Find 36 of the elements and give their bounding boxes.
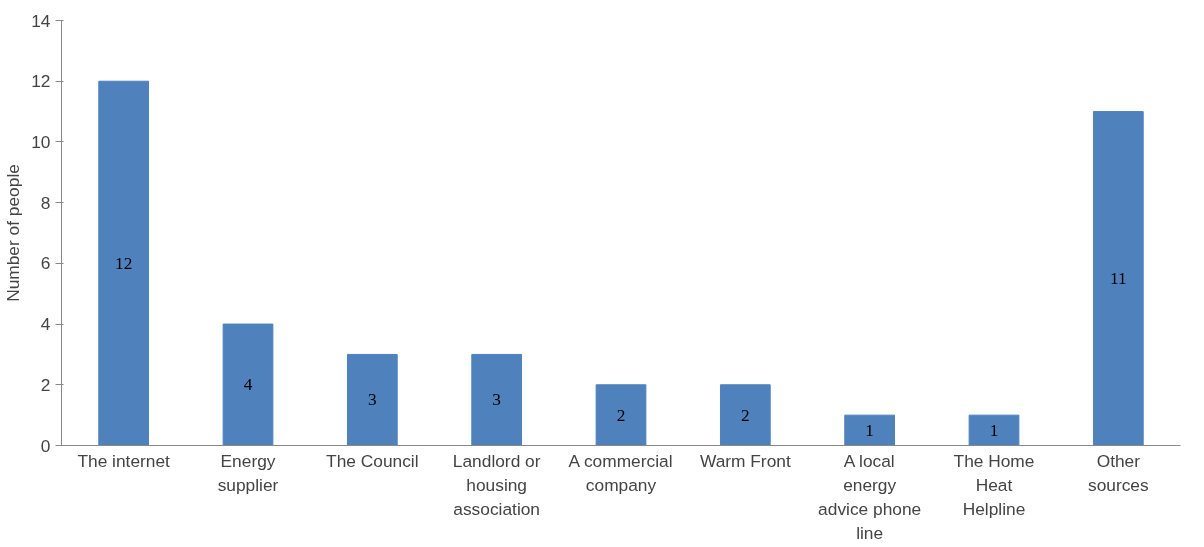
bar [968,414,1020,446]
bar [595,384,647,446]
data-label: 1 [989,420,999,440]
y-tick-label: 14 [31,10,51,31]
data-label: 2 [616,405,626,425]
x-tick-label: Warm Front [699,450,791,471]
x-tick-label: Landlord or housing association [452,450,541,519]
x-tick-label: Energy supplier [217,450,279,495]
data-label: 3 [368,390,377,410]
x-tick-label: The internet [77,450,171,471]
data-label: 11 [1109,269,1127,289]
bar [844,414,896,446]
data-label: 4 [243,375,253,395]
x-tick-label: A commercial company [568,450,673,495]
data-label: 3 [492,390,502,410]
y-tick-label: 10 [31,131,51,152]
y-tick-label: 6 [40,253,51,274]
bar [471,353,523,446]
y-tick-label: 2 [40,374,51,395]
x-tick-label: The Council [326,450,419,471]
bar [719,384,771,446]
bar [98,80,150,446]
x-tick-label: A local energy advice phone line [818,450,922,543]
bar [346,353,398,446]
x-tick-label: Other sources [1088,450,1150,495]
y-tick-label: 0 [40,435,51,456]
bar [222,323,274,446]
x-tick-label: The Home Heat Helpline [953,450,1035,519]
bar [1092,111,1144,446]
data-label: 1 [865,420,875,440]
y-tick-label: 8 [40,192,51,213]
y-tick-label: 4 [40,314,51,335]
data-label: 2 [741,405,750,425]
y-tick-label: 12 [31,71,51,92]
data-label: 12 [115,253,133,273]
y-axis-title: Number of people [3,164,24,302]
